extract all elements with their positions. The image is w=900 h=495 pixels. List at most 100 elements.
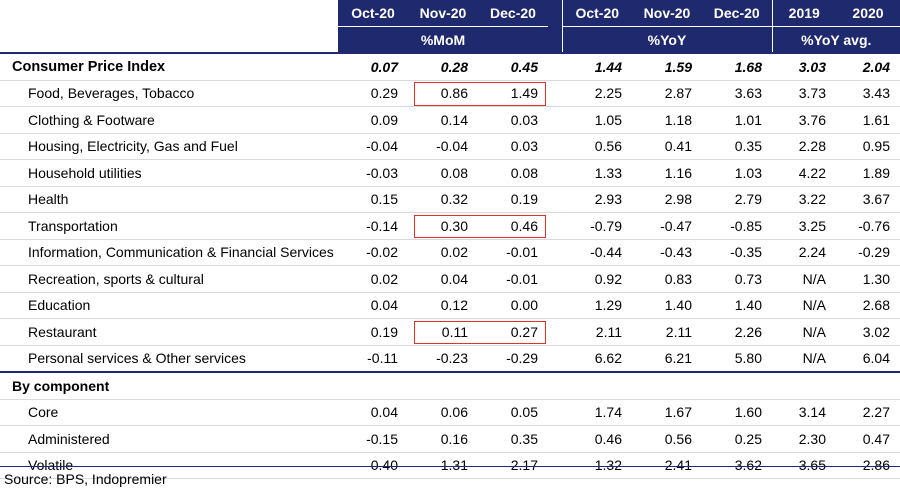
header-row-periods: Oct-20 Nov-20 Dec-20 Oct-20 Nov-20 Dec-20 2019… [0, 0, 900, 27]
row-gap [548, 318, 562, 346]
row-value: 0.03 [478, 106, 548, 134]
row-value: -0.23 [408, 345, 478, 373]
row-value: 4.22 [772, 159, 836, 187]
row-value: 0.92 [562, 265, 632, 293]
row-value: 2.30 [772, 425, 836, 453]
row-value: 0.28 [408, 52, 478, 81]
row-value: 0.00 [478, 292, 548, 319]
row-value: 0.73 [702, 265, 772, 293]
row-value: 0.86 [408, 80, 478, 107]
row-value: 2.11 [632, 318, 702, 346]
row-gap [548, 186, 562, 213]
row-value: -0.14 [338, 212, 408, 240]
row-value: 0.04 [338, 399, 408, 426]
row-label: Transportation [0, 212, 338, 240]
row-value: 3.76 [772, 106, 836, 134]
row-value: N/A [772, 292, 836, 319]
row-value: 3.25 [772, 212, 836, 240]
row-value: -0.35 [702, 239, 772, 266]
row-value: 2.79 [702, 186, 772, 213]
cpi-table: Oct-20 Nov-20 Dec-20 Oct-20 Nov-20 Dec-20 2019… [0, 0, 900, 479]
category-row: Health 0.15 0.32 0.19 2.93 2.98 2.79 3.22 3.67 [0, 186, 900, 213]
row-value: 1.32 [562, 452, 632, 479]
row-value: 0.04 [338, 292, 408, 319]
row-value: 2.04 [836, 52, 900, 81]
row-value: N/A [772, 318, 836, 346]
source-note: Source: BPS, Indopremier [4, 471, 167, 487]
row-value: 0.45 [478, 52, 548, 81]
row-value: -0.29 [836, 239, 900, 266]
section-empty [478, 371, 548, 400]
row-value: 0.27 [478, 318, 548, 346]
row-value: 0.83 [632, 265, 702, 293]
row-value: -0.79 [562, 212, 632, 240]
row-value: -0.02 [338, 239, 408, 266]
row-value: 0.12 [408, 292, 478, 319]
component-row: Volatile 0.40 1.31 2.17 1.32 2.41 3.62 3.65 2.86 [0, 452, 900, 479]
row-value: -0.11 [338, 345, 408, 373]
row-value: 1.74 [562, 399, 632, 426]
row-value: 2.87 [632, 80, 702, 107]
row-value: 1.44 [562, 52, 632, 81]
row-value: 2.17 [478, 452, 548, 479]
row-value: 2.24 [772, 239, 836, 266]
cpi-total-row: Consumer Price Index 0.07 0.28 0.45 1.44 1.59… [0, 52, 900, 81]
row-value: 1.40 [632, 292, 702, 319]
row-value: 3.02 [836, 318, 900, 346]
row-value: 1.31 [408, 452, 478, 479]
row-value: 3.65 [772, 452, 836, 479]
row-value: -0.01 [478, 265, 548, 293]
row-value: -0.03 [338, 159, 408, 187]
row-value: 0.41 [632, 133, 702, 160]
row-value: 1.01 [702, 106, 772, 134]
row-label: Consumer Price Index [0, 52, 338, 81]
row-value: 0.95 [836, 133, 900, 160]
row-value: 0.35 [702, 133, 772, 160]
section-empty [338, 371, 408, 400]
header-blank [0, 26, 338, 53]
row-value: 0.03 [478, 133, 548, 160]
row-value: 2.28 [772, 133, 836, 160]
row-value: 1.29 [562, 292, 632, 319]
row-value: 0.56 [632, 425, 702, 453]
row-value: 0.05 [478, 399, 548, 426]
category-row: Food, Beverages, Tobacco 0.29 0.86 1.49 2.25… [0, 80, 900, 107]
component-row: Administered -0.15 0.16 0.35 0.46 0.56 0.25 2.3… [0, 425, 900, 453]
row-label: Information, Communication & Financial S… [0, 239, 338, 266]
row-label: Administered [0, 425, 338, 453]
row-value: -0.15 [338, 425, 408, 453]
row-value: 5.80 [702, 345, 772, 373]
row-value: 0.11 [408, 318, 478, 346]
row-value: 3.43 [836, 80, 900, 107]
row-gap [548, 345, 562, 373]
row-gap [548, 425, 562, 453]
row-value: 0.08 [478, 159, 548, 187]
row-value: 0.02 [338, 265, 408, 293]
section-empty [702, 371, 772, 400]
row-value: 6.62 [562, 345, 632, 373]
row-label: Health [0, 186, 338, 213]
row-value: 3.73 [772, 80, 836, 107]
row-value: 3.67 [836, 186, 900, 213]
row-value: 1.60 [702, 399, 772, 426]
header-mom-label: %MoM [338, 26, 548, 53]
row-value: 1.49 [478, 80, 548, 107]
header-blank [0, 0, 338, 27]
row-value: 1.40 [702, 292, 772, 319]
row-gap [548, 452, 562, 479]
row-value: -0.04 [408, 133, 478, 160]
header-yoy-label: %YoY [561, 26, 772, 53]
row-value: 0.29 [338, 80, 408, 107]
row-value: 2.11 [562, 318, 632, 346]
table-body: Oct-20 Nov-20 Dec-20 Oct-20 Nov-20 Dec-20 2019… [0, 0, 900, 479]
row-value: 0.07 [338, 52, 408, 81]
bottom-rule [0, 466, 900, 467]
category-row: Restaurant 0.19 0.11 0.27 2.11 2.11 2.26 N/A 3.0… [0, 318, 900, 346]
row-value: -0.43 [632, 239, 702, 266]
row-label: Personal services & Other services [0, 345, 338, 373]
row-value: -0.47 [632, 212, 702, 240]
row-value: 1.67 [632, 399, 702, 426]
header-mom-month: Nov-20 [408, 0, 478, 27]
row-value: 0.46 [562, 425, 632, 453]
header-year: 2020 [836, 0, 900, 27]
